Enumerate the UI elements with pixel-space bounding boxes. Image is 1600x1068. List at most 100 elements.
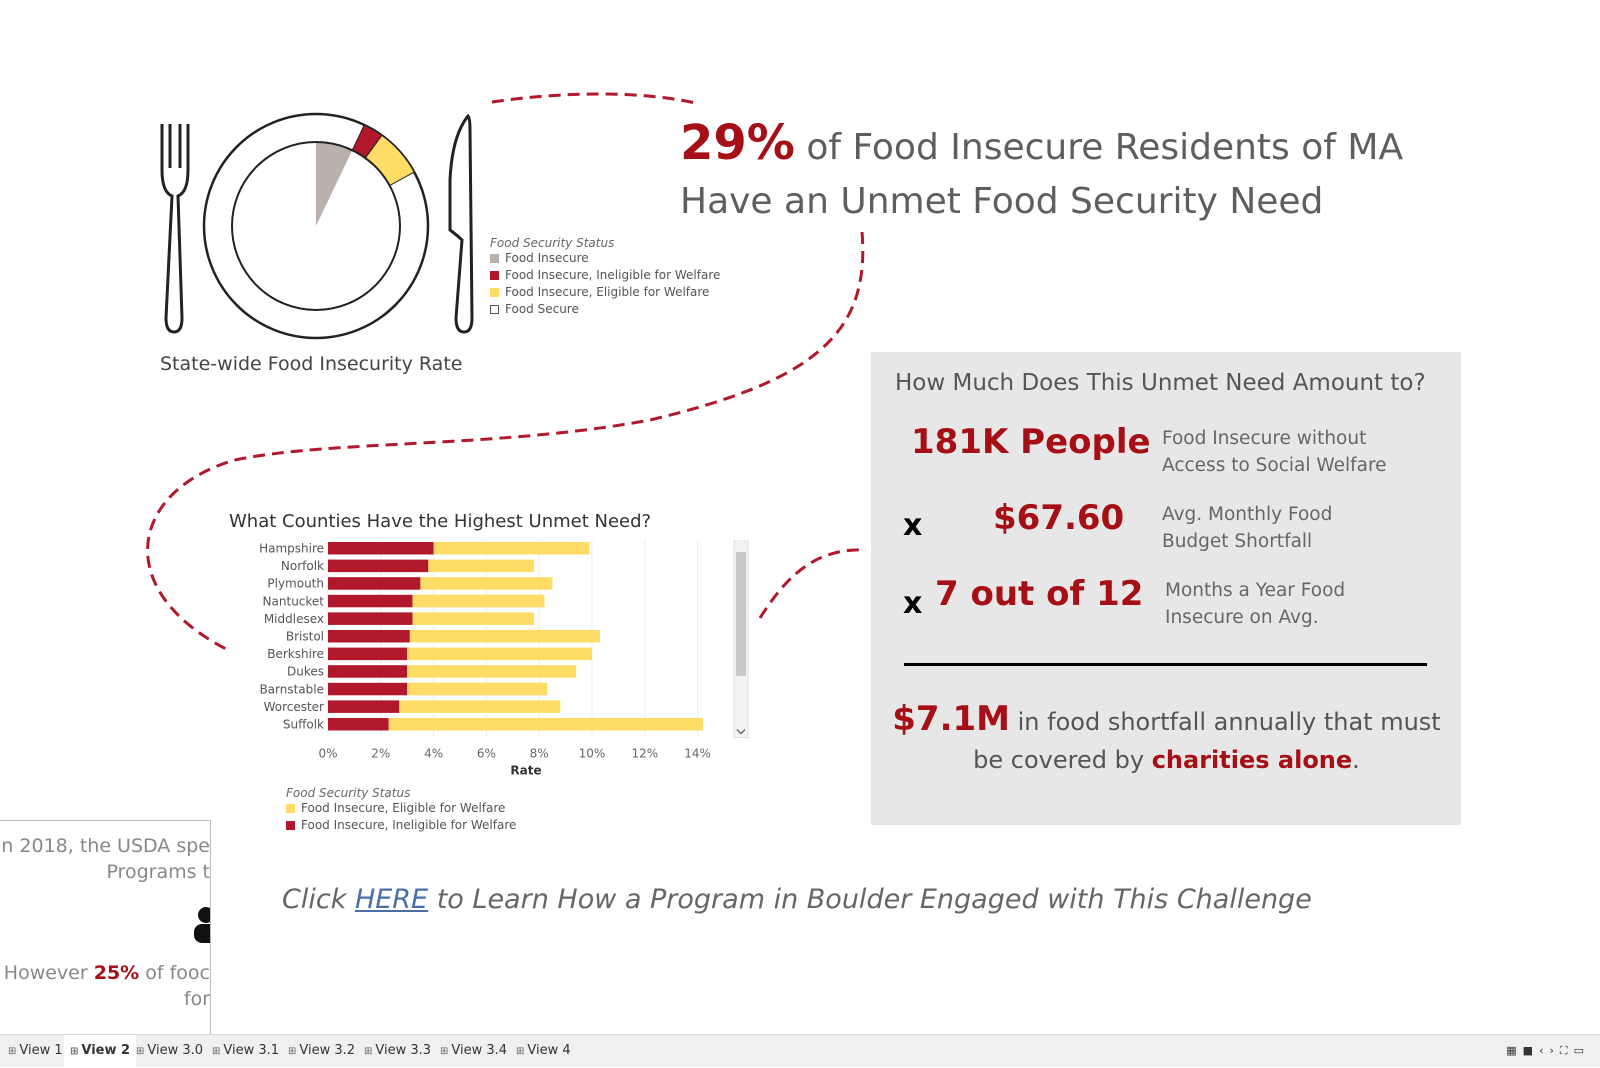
x-tick-label: 10% — [579, 747, 606, 761]
sheet-tab-label: View 4 — [527, 1043, 571, 1058]
sheet-icon: ⊞ — [516, 1046, 525, 1057]
sheet-tab[interactable]: ⊞ View 2 — [64, 1035, 137, 1067]
legend-item[interactable]: Food Insecure, Eligible for Welfare — [286, 800, 516, 817]
people-desc-line1: Food Insecure without — [1162, 428, 1367, 449]
sheet-tab[interactable]: ⊞ View 3.1 — [206, 1035, 285, 1067]
bar-segment[interactable] — [433, 542, 590, 555]
scroll-down-icon[interactable] — [736, 729, 746, 735]
bar-segment[interactable] — [328, 612, 413, 625]
sheet-tab[interactable]: ⊞ View 3.0 — [130, 1035, 209, 1067]
bar-segment[interactable] — [328, 594, 413, 608]
fork-icon — [160, 124, 190, 334]
sheet-tab-label: View 3.3 — [375, 1043, 432, 1058]
multiply-mark: x — [903, 586, 923, 621]
bar-segment[interactable] — [328, 718, 389, 731]
bar-segment[interactable] — [412, 612, 534, 625]
filmstrip-icon[interactable]: ■ — [1522, 1044, 1540, 1057]
bar-segment[interactable] — [328, 577, 421, 590]
sheet-tab-label: View 3.4 — [451, 1043, 508, 1058]
bar-segment[interactable] — [412, 594, 545, 608]
bar-segment[interactable] — [388, 718, 703, 731]
bar-segment[interactable] — [407, 665, 577, 678]
pie-legend: Food Security Status Food Insecure Food I… — [490, 236, 720, 318]
x-tick-label: 2% — [371, 747, 390, 761]
clip-line4: for — [183, 988, 210, 1010]
headline-text: of Food Insecure Residents of MA Have an… — [680, 127, 1404, 222]
bar-segment[interactable] — [407, 682, 548, 696]
bar-segment[interactable] — [428, 559, 534, 573]
legend-item[interactable]: Food Insecure, Ineligible for Welfare — [286, 817, 516, 834]
legend-label: Food Insecure, Eligible for Welfare — [301, 801, 506, 815]
cta-post: to Learn How a Program in Boulder Engage… — [436, 884, 1312, 915]
bar-segment[interactable] — [328, 630, 410, 643]
months-desc-line2: Insecure on Avg. — [1165, 607, 1319, 628]
legend-label: Food Insecure — [505, 251, 589, 265]
legend-title: Food Security Status — [286, 786, 411, 800]
bar-segment[interactable] — [420, 577, 553, 590]
legend-label: Food Insecure, Ineligible for Welfare — [505, 268, 721, 282]
pie-chart — [316, 124, 415, 226]
comment-icon[interactable]: ▭ — [1573, 1044, 1590, 1057]
bar-segment[interactable] — [328, 542, 434, 555]
clip-line3-pre: However — [3, 962, 88, 984]
budget-value-text: $67.60 — [993, 498, 1125, 538]
x-tick-label: 12% — [631, 747, 658, 761]
person-icon — [194, 907, 210, 943]
sheet-tab[interactable]: ⊞ View 1 — [2, 1035, 69, 1067]
category-label: Suffolk — [283, 718, 324, 732]
legend-title: Food Security Status — [490, 236, 615, 250]
clip-line2: Programs t — [106, 861, 210, 883]
people-desc-line2: Access to Social Welfare — [1162, 455, 1387, 476]
legend-item[interactable]: Food Insecure — [490, 250, 720, 267]
sheet-icon: ⊞ — [136, 1046, 145, 1057]
category-label: Hampshire — [259, 542, 324, 556]
sheet-tab[interactable]: ⊞ View 3.3 — [358, 1035, 437, 1067]
sheet-tab[interactable]: ⊞ View 4 — [510, 1035, 577, 1067]
x-tick-label: 8% — [530, 747, 549, 761]
people-value: 181K People — [911, 422, 1151, 462]
scrollbar-thumb[interactable] — [736, 552, 746, 676]
legend-item[interactable]: Food Insecure, Eligible for Welfare — [490, 284, 720, 301]
next-sheet-icon[interactable]: › — [1549, 1044, 1560, 1057]
sheet-icon: ⊞ — [440, 1046, 449, 1057]
toolbar-icons: ▦■‹›⛶▭ — [1506, 1035, 1590, 1067]
legend-item[interactable]: Food Insecure, Ineligible for Welfare — [490, 267, 720, 284]
bar-segment[interactable] — [328, 559, 429, 573]
legend-label: Food Insecure, Ineligible for Welfare — [301, 818, 517, 832]
fullscreen-icon[interactable]: ⛶ — [1559, 1044, 1574, 1057]
bar-segment[interactable] — [409, 630, 600, 643]
sheet-icon: ⊞ — [70, 1046, 79, 1057]
legend-swatch — [490, 271, 499, 280]
legend-swatch — [286, 804, 295, 813]
category-label: Barnstable — [259, 682, 324, 696]
legend-item[interactable]: Food Secure — [490, 301, 720, 318]
x-tick-label: 4% — [424, 747, 443, 761]
clip-line3-post: of fooc — [145, 962, 210, 984]
category-label: Dukes — [287, 665, 324, 679]
budget-desc-line1: Avg. Monthly Food — [1162, 504, 1333, 525]
cta-here-link[interactable]: HERE — [354, 884, 429, 915]
total-amount: $7.1M — [892, 699, 1010, 739]
bar-segment[interactable] — [328, 700, 400, 713]
sheet-tab[interactable]: ⊞ View 3.4 — [434, 1035, 513, 1067]
bar-segment[interactable] — [328, 665, 408, 678]
bar-segment[interactable] — [328, 682, 408, 696]
x-axis-label: Rate — [510, 764, 541, 778]
people-desc: Food Insecure without Access to Social We… — [1162, 425, 1387, 479]
legend-swatch — [490, 305, 499, 314]
sheet-icon: ⊞ — [288, 1046, 297, 1057]
people-value-text: 181K People — [911, 422, 1151, 462]
months-value-text: 7 out of 12 — [935, 574, 1144, 614]
bar-segment[interactable] — [399, 700, 561, 713]
bar-segment[interactable] — [407, 647, 592, 661]
grid-view-icon[interactable]: ▦ — [1506, 1044, 1523, 1057]
prev-sheet-icon[interactable]: ‹ — [1539, 1044, 1550, 1057]
pie-slice[interactable] — [316, 142, 353, 226]
sheet-tab[interactable]: ⊞ View 3.2 — [282, 1035, 361, 1067]
sheet-tab-label: View 1 — [19, 1043, 63, 1058]
total-end: . — [1352, 746, 1360, 774]
sheet-tab-bar: ⊞ View 1 ⊞ View 2 ⊞ View 3.0 ⊞ View 3.1 ⊞ View 3.… — [0, 1034, 1600, 1067]
total-charities: charities alone — [1151, 746, 1353, 774]
headline: 29% of Food Insecure Residents of MA Hav… — [680, 116, 1440, 229]
bar-segment[interactable] — [328, 647, 408, 661]
